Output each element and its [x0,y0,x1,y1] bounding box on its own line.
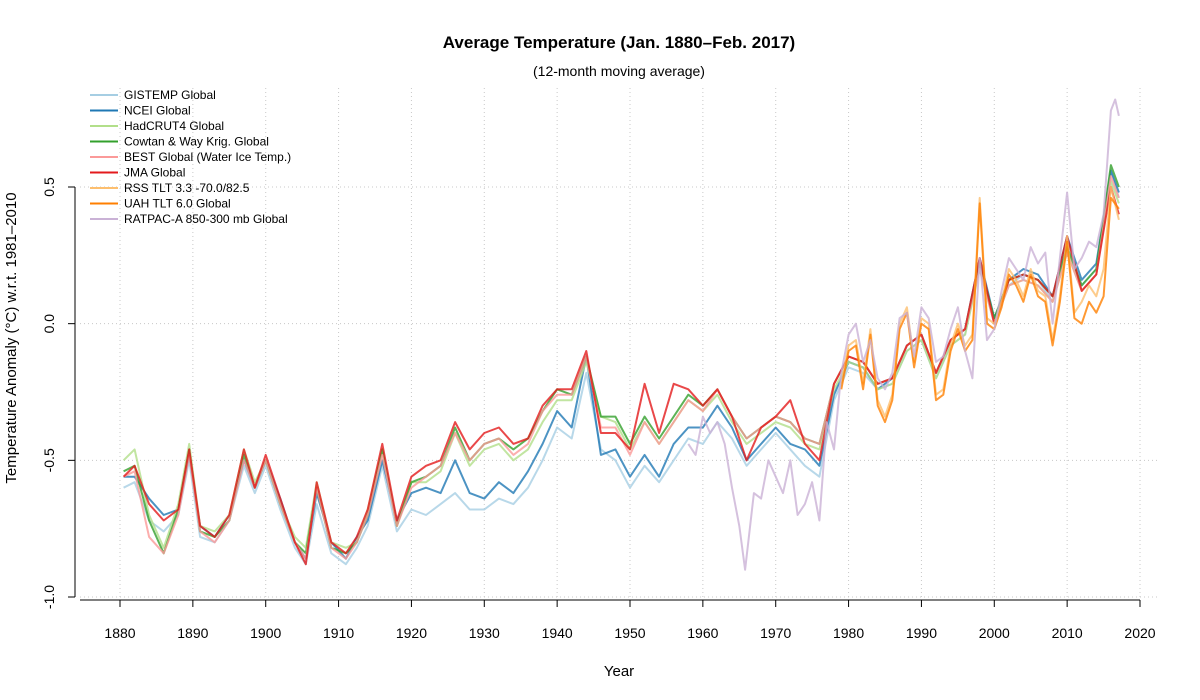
legend-label: Cowtan & Way Krig. Global [124,135,269,149]
x-tick-label: 1980 [833,625,864,641]
legend-entry: RATPAC-A 850-300 mb Global [90,212,288,226]
y-tick-label: 0.5 [41,177,57,197]
legend-entry: JMA Global [90,166,185,180]
x-tick-label: 2010 [1052,625,1083,641]
chart-subtitle: (12-month moving average) [533,63,705,79]
y-tick-label: 0.0 [41,314,57,334]
x-axis-label: Year [604,663,634,680]
legend-label: BEST Global (Water Ice Temp.) [124,150,291,164]
chart-title: Average Temperature (Jan. 1880–Feb. 2017… [443,33,795,52]
legend-entry: BEST Global (Water Ice Temp.) [90,150,291,164]
x-tick-label: 1940 [542,625,573,641]
x-tick-label: 1960 [687,625,718,641]
y-tick-label: -0.5 [41,448,57,472]
series-line-6 [122,186,1120,566]
x-tick-label: 1970 [760,625,791,641]
legend-entry: RSS TLT 3.3 -70.0/82.5 [90,181,250,195]
legend-entry: GISTEMP Global [90,88,216,102]
y-tick-label: -1.0 [41,585,57,609]
x-tick-label: 1920 [396,625,427,641]
series-line-9 [687,98,1120,571]
legend-label: GISTEMP Global [124,88,216,102]
legend-label: UAH TLT 6.0 Global [124,197,231,211]
legend-label: RSS TLT 3.3 -70.0/82.5 [124,181,250,195]
legend-label: NCEI Global [124,104,191,118]
series-lines [122,98,1120,571]
x-tick-label: 2020 [1124,625,1155,641]
x-tick-label: 1900 [250,625,281,641]
legend-entry: HadCRUT4 Global [90,119,224,133]
x-tick-label: 1880 [104,625,135,641]
legend-label: HadCRUT4 Global [124,119,224,133]
x-tick-label: 1990 [906,625,937,641]
x-tick-label: 1910 [323,625,354,641]
x-tick-label: 1930 [469,625,500,641]
legend-label: RATPAC-A 850-300 mb Global [124,212,288,226]
legend-entry: UAH TLT 6.0 Global [90,197,231,211]
x-tick-label: 2000 [979,625,1010,641]
y-axis-ticks: -1.0 -0.5 0.0 0.5 [41,177,75,609]
legend-label: JMA Global [124,166,185,180]
grid-lines [80,88,1158,598]
series-line-8 [840,196,1120,424]
x-tick-label: 1950 [614,625,645,641]
x-tick-label: 1890 [177,625,208,641]
legend-entry: NCEI Global [90,104,191,118]
legend-entry: Cowtan & Way Krig. Global [90,135,269,149]
x-axis-ticks: 1880 1890 1900 1910 1920 1930 1940 1950 1960 1970… [104,600,1156,641]
y-axis-label: Temperature Anomaly (°C) w.r.t. 1981–201… [3,192,20,483]
axes [74,187,1140,601]
